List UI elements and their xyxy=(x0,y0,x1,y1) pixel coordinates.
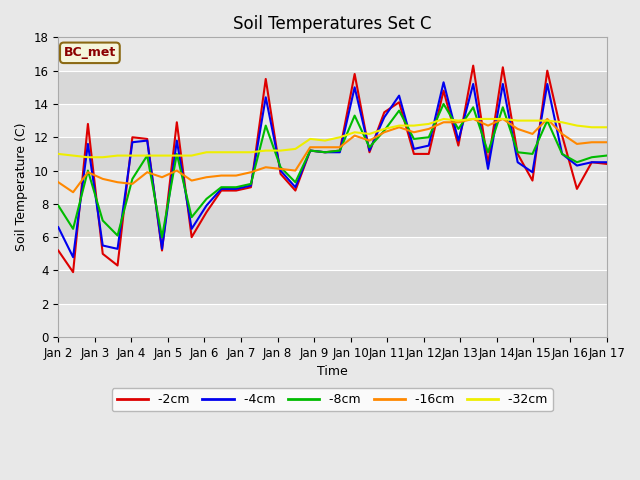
Text: BC_met: BC_met xyxy=(64,47,116,60)
Bar xyxy=(58,204,607,237)
Bar xyxy=(58,170,607,204)
Bar xyxy=(58,104,607,137)
Title: Soil Temperatures Set C: Soil Temperatures Set C xyxy=(233,15,431,33)
Y-axis label: Soil Temperature (C): Soil Temperature (C) xyxy=(15,123,28,252)
X-axis label: Time: Time xyxy=(317,365,348,378)
Bar xyxy=(58,137,607,170)
Bar xyxy=(58,37,607,71)
Legend:  -2cm,  -4cm,  -8cm,  -16cm,  -32cm: -2cm, -4cm, -8cm, -16cm, -32cm xyxy=(112,388,553,411)
Bar xyxy=(58,237,607,271)
Bar xyxy=(58,304,607,337)
Bar xyxy=(58,71,607,104)
Bar xyxy=(58,271,607,304)
